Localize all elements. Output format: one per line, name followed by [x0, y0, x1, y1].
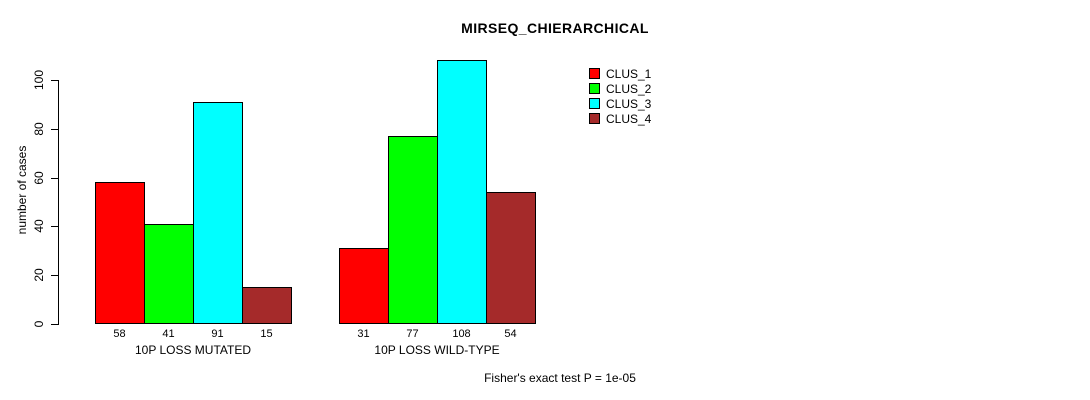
y-axis-tick	[51, 129, 58, 130]
y-axis-label: number of cases	[15, 145, 29, 235]
y-axis-line	[58, 80, 59, 325]
y-axis-tick-label: 40	[32, 219, 46, 233]
y-axis-tick	[51, 324, 58, 325]
bar-value-label: 77	[406, 328, 419, 340]
bar-value-label: 15	[260, 328, 273, 340]
legend-swatch-icon	[589, 83, 600, 94]
y-axis-tick	[51, 275, 58, 276]
legend-swatch-icon	[589, 113, 600, 124]
bar-clus_3	[193, 102, 243, 324]
y-axis-tick	[51, 80, 58, 81]
y-axis-tick-label: 60	[32, 171, 46, 185]
bar-value-label: 41	[162, 328, 175, 340]
y-axis-tick	[51, 178, 58, 179]
bar-clus_4	[242, 287, 292, 324]
y-axis-tick-label: 80	[32, 122, 46, 136]
bar-value-label: 31	[357, 328, 370, 340]
bar-clus_2	[388, 136, 438, 324]
legend-label: CLUS_3	[606, 96, 652, 111]
legend-item-clus_2: CLUS_2	[589, 81, 651, 96]
y-axis-tick-label: 100	[32, 69, 46, 91]
x-axis-group-label: 10P LOSS MUTATED	[134, 343, 252, 357]
bar-clus_1	[95, 182, 145, 324]
y-axis-tick-label: 0	[32, 320, 46, 328]
bar-clus_4	[486, 192, 536, 324]
y-axis-tick-label: 20	[32, 268, 46, 282]
legend-label: CLUS_4	[606, 111, 652, 126]
bar-clus_3	[437, 60, 487, 324]
bar-value-label: 54	[504, 328, 517, 340]
y-axis-tick	[51, 226, 58, 227]
legend-label: CLUS_1	[606, 66, 652, 81]
bar-clus_2	[144, 224, 194, 324]
legend-item-clus_1: CLUS_1	[589, 66, 651, 81]
bar-clus_1	[339, 248, 389, 324]
legend-item-clus_4: CLUS_4	[589, 111, 651, 126]
legend-swatch-icon	[589, 68, 600, 79]
legend: CLUS_1 CLUS_2 CLUS_3 CLUS_4	[589, 66, 651, 126]
x-axis-group-label: 10P LOSS WILD-TYPE	[374, 343, 500, 357]
bar-value-label: 58	[113, 328, 126, 340]
legend-label: CLUS_2	[606, 81, 652, 96]
bar-value-label: 91	[211, 328, 224, 340]
annotation-text: Fisher's exact test P = 1e-05	[484, 371, 636, 385]
bar-value-label: 108	[452, 328, 471, 340]
legend-item-clus_3: CLUS_3	[589, 96, 651, 111]
legend-swatch-icon	[589, 98, 600, 109]
chart-title: MIRSEQ_CHIERARCHICAL	[461, 20, 649, 36]
